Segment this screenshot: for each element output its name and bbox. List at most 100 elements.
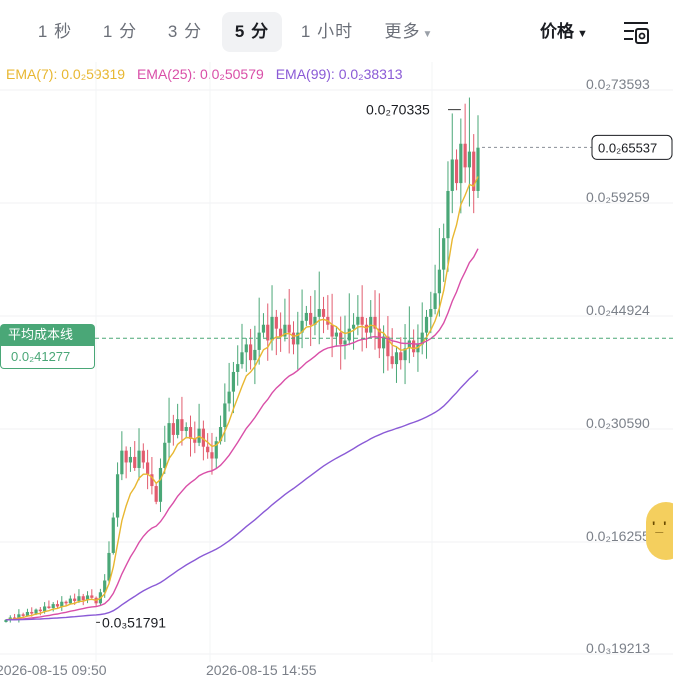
candle-body — [163, 442, 167, 468]
candle-body — [21, 614, 25, 616]
candle-body — [193, 438, 197, 443]
candle-body — [403, 348, 407, 361]
candle-body — [218, 427, 223, 442]
tab-5m[interactable]: 5 分 — [222, 12, 282, 52]
chart-settings-icon[interactable] — [622, 20, 650, 46]
candle-body — [167, 423, 171, 443]
candle-body — [25, 611, 30, 616]
candle-body — [407, 340, 411, 349]
candle-body — [472, 151, 476, 191]
ema7-label: EMA(7): 0.0₂59319 — [6, 66, 126, 82]
candle-body — [476, 147, 480, 191]
candle-body — [60, 601, 64, 607]
tab-1s[interactable]: 1 秒 — [37, 22, 73, 41]
candle-body — [420, 332, 424, 345]
candlestick-chart[interactable]: 0.0₂73593 0.0₂59259 0.0₂44924 0.0₂30590 0.0₂… — [0, 62, 673, 680]
candle-body — [81, 596, 85, 601]
candle-body — [399, 352, 403, 361]
candle-body — [386, 336, 390, 357]
avg-cost-value: 0.0₂41277 — [0, 346, 95, 369]
tab-3m[interactable]: 3 分 — [167, 22, 203, 41]
caret-down-icon: ▼ — [422, 29, 434, 40]
candle-body — [107, 552, 111, 581]
candle-body — [51, 604, 55, 609]
candle-body — [373, 316, 377, 329]
candle-body — [64, 601, 68, 604]
tab-1h[interactable]: 1 小时 — [300, 22, 354, 41]
candle-body — [351, 324, 356, 329]
y-axis-label: 0.0₂73593 — [586, 76, 650, 92]
candle-body — [133, 456, 137, 468]
y-axis-label: 0.0₂16255 — [586, 528, 650, 544]
candle-body — [188, 427, 193, 439]
candle-body — [377, 328, 381, 349]
candle-body — [463, 143, 467, 168]
candle-body — [424, 316, 429, 333]
candle-body — [115, 474, 120, 518]
candle-body — [300, 320, 304, 333]
candle-body — [154, 486, 158, 502]
high-price-label: 0.0₂70335 — [366, 102, 430, 118]
candle-body — [274, 316, 278, 329]
tab-1m[interactable]: 1 分 — [102, 22, 138, 41]
candle-body — [120, 450, 124, 475]
candle-body — [85, 595, 90, 601]
candle-body — [17, 614, 21, 620]
candle-body — [334, 332, 338, 337]
candle-body — [429, 309, 433, 317]
candle-body — [201, 428, 205, 447]
candle-body — [253, 349, 257, 361]
candle-body — [347, 328, 351, 341]
candle-body — [317, 309, 321, 317]
last-price-badge — [591, 134, 673, 160]
avg-cost-title: 平均成本线 — [0, 324, 95, 346]
candle-body — [210, 452, 214, 459]
ema25-label: EMA(25): 0.0₂50579 — [136, 66, 264, 82]
candle-body — [416, 344, 420, 353]
interval-tabbar: 1 秒 1 分 3 分 5 分 1 小时 更多 ▼ 价格 ▼ — [0, 0, 673, 62]
candle-body — [38, 609, 42, 612]
candle-body — [279, 328, 283, 337]
x-axis-label: 2026-08-15 09:50 — [0, 662, 107, 678]
candle-body — [141, 450, 145, 463]
floating-assistant-icon[interactable] — [646, 502, 673, 560]
candle-body — [30, 611, 34, 614]
candle-body — [321, 309, 326, 317]
candle-body — [412, 340, 416, 353]
candle-body — [309, 312, 313, 325]
y-axis-label: 0.0₂30590 — [586, 415, 650, 431]
candle-body — [171, 423, 175, 435]
candle-body — [248, 344, 253, 361]
candle-body — [240, 352, 244, 365]
candle-body — [47, 606, 51, 609]
candle-body — [90, 595, 94, 598]
y-axis-label: 0.0₂44924 — [586, 302, 650, 318]
ema7-line — [5, 176, 479, 621]
avg-cost-badge: 平均成本线 0.0₂41277 — [0, 324, 95, 369]
caret-down-icon: ▼ — [577, 28, 588, 40]
candle-body — [176, 419, 180, 435]
candle-body — [184, 427, 188, 431]
candle-body — [382, 336, 386, 349]
candle-body — [206, 446, 210, 453]
candle-body — [68, 598, 72, 604]
ema-legend: EMA(7): 0.0₂59319 EMA(25): 0.0₂50579 EMA… — [6, 66, 411, 82]
candle-body — [227, 391, 231, 404]
price-dropdown[interactable]: 价格 ▼ — [540, 22, 588, 41]
candle-body — [390, 356, 394, 365]
candle-body — [296, 332, 300, 345]
x-axis-label: 2026-08-15 14:55 — [206, 662, 317, 678]
y-axis-label: 0.0₂59259 — [586, 189, 650, 205]
candle-body — [287, 324, 291, 333]
candle-body — [343, 340, 347, 345]
floating-assistant-glyph: '_' — [652, 518, 667, 534]
candle-body — [283, 324, 287, 337]
candle-body — [304, 312, 308, 321]
last-price-value: 0.0₂65537 — [598, 140, 657, 155]
candle-body — [433, 293, 437, 310]
ema25-line — [5, 248, 479, 621]
candle-body — [257, 332, 261, 350]
candle-body — [77, 596, 81, 601]
candle-body — [111, 517, 115, 553]
tab-more[interactable]: 更多 ▼ — [384, 22, 434, 41]
